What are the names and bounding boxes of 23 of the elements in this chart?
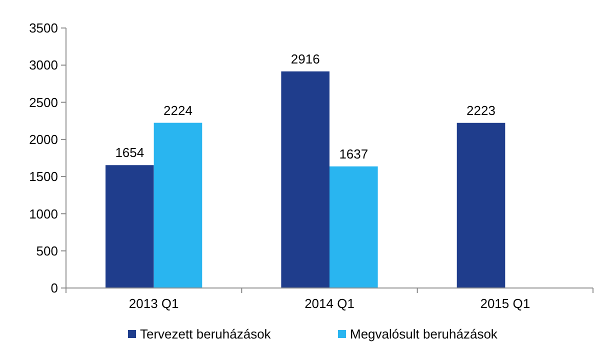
- y-tick-label: 2500: [29, 94, 58, 110]
- bar: [106, 165, 154, 288]
- y-tick-label: 1000: [29, 206, 58, 222]
- y-tick-label: 0: [50, 280, 58, 296]
- legend-label: Megvalósult beruházások: [350, 326, 498, 342]
- y-tick-label: 500: [36, 243, 58, 258]
- bar: [154, 122, 202, 288]
- bar: [330, 166, 378, 288]
- bar: [456, 122, 506, 288]
- x-tick-label: 2015 Q1: [480, 296, 530, 311]
- data-label: 2223: [466, 102, 496, 118]
- legend-label: Tervezett beruházások: [140, 326, 272, 342]
- y-tick-label: 3500: [29, 20, 58, 36]
- data-label: 2224: [164, 102, 192, 118]
- y-tick-label: 3000: [29, 58, 58, 73]
- data-label: 1637: [339, 146, 368, 162]
- y-tick-label: 2000: [29, 132, 58, 147]
- x-tick-label: 2013 Q1: [128, 296, 179, 311]
- data-label: 1654: [115, 145, 144, 160]
- x-tick-label: 2014 Q1: [304, 296, 354, 311]
- data-label: 2916: [290, 51, 320, 66]
- bar: [281, 71, 330, 288]
- y-tick-label: 1500: [29, 169, 58, 184]
